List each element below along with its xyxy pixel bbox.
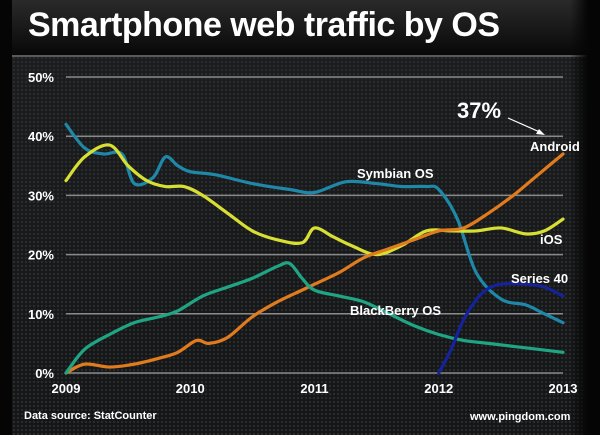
left-edge	[0, 0, 12, 435]
y-tick-label: 10%	[28, 307, 54, 322]
label-ios: iOS	[540, 232, 563, 247]
series-line-ios	[64, 143, 565, 257]
x-tick-label: 2012	[424, 381, 453, 396]
y-axis-ticks: 0% 10% 20% 30% 40% 50%	[28, 70, 54, 381]
data-source: Data source: StatCounter	[24, 410, 157, 422]
series-lines	[64, 122, 565, 375]
x-tick-label: 2010	[176, 381, 205, 396]
y-tick-label: 40%	[28, 129, 54, 144]
site-url: www.pingdom.com	[470, 411, 571, 423]
series-labels: Symbian OS iOS Android BlackBerry OS Ser…	[350, 98, 580, 318]
gridlines	[66, 76, 563, 374]
x-tick-label: 2013	[549, 381, 578, 396]
right-edge	[570, 0, 600, 435]
series-line-symbian-os	[64, 122, 565, 325]
series-line-blackberry-os	[64, 261, 565, 375]
callout-arrow	[507, 117, 545, 135]
title-bar: Smartphone web traffic by OS	[0, 0, 600, 57]
x-axis-ticks: 2009 2010 2011 2012 2013	[52, 381, 578, 396]
label-android: Android	[530, 139, 580, 154]
chart-title: Smartphone web traffic by OS	[28, 6, 500, 44]
y-tick-label: 50%	[28, 70, 54, 85]
x-tick-label: 2011	[300, 381, 328, 396]
callout-37-percent: 37%	[457, 98, 501, 123]
y-tick-label: 0%	[35, 366, 54, 381]
label-series40: Series 40	[511, 271, 568, 286]
y-tick-label: 30%	[28, 188, 54, 203]
x-tick-label: 2009	[52, 381, 81, 396]
y-tick-label: 20%	[28, 248, 54, 263]
series-line-android	[64, 152, 565, 375]
label-symbian: Symbian OS	[357, 166, 434, 181]
label-blackberry: BlackBerry OS	[350, 303, 441, 318]
series-line-series-40	[437, 281, 565, 375]
